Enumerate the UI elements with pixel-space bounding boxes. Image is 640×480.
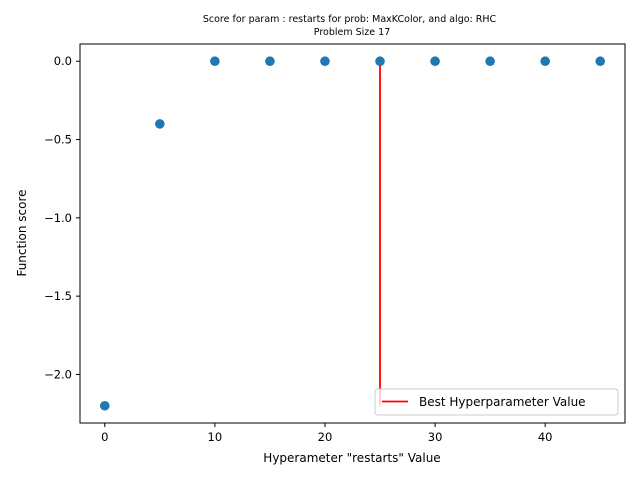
plot-frame bbox=[79, 43, 626, 424]
x-tick-label: 10 bbox=[208, 430, 223, 444]
y-tick-label: 0.0 bbox=[54, 54, 72, 68]
data-point bbox=[210, 56, 220, 67]
y-tick-label: −0.5 bbox=[44, 133, 72, 147]
data-point bbox=[320, 56, 330, 67]
x-tick-label: 30 bbox=[428, 430, 443, 444]
data-point bbox=[99, 400, 110, 411]
data-point bbox=[540, 56, 550, 67]
data-point bbox=[485, 56, 495, 67]
chart-title: Score for param : restarts for prob: Max… bbox=[203, 14, 497, 25]
data-point bbox=[375, 56, 385, 67]
data-point bbox=[430, 56, 440, 67]
chart-subtitle: Problem Size 17 bbox=[314, 27, 390, 38]
data-point bbox=[155, 119, 165, 129]
x-tick-label: 0 bbox=[101, 430, 108, 444]
y-axis-label: Function score bbox=[15, 189, 29, 276]
legend: Best Hyperparameter Value bbox=[374, 388, 619, 416]
legend-label: Best Hyperparameter Value bbox=[419, 395, 586, 409]
data-point bbox=[265, 56, 275, 67]
x-axis-label: Hyperameter "restarts" Value bbox=[263, 451, 440, 465]
x-tick-label: 20 bbox=[318, 430, 333, 444]
data-point bbox=[595, 56, 606, 67]
y-tick-label: −2.0 bbox=[44, 367, 72, 381]
y-tick-label: −1.5 bbox=[44, 289, 72, 303]
y-tick-label: −1.0 bbox=[44, 211, 72, 225]
legend-box bbox=[374, 388, 619, 416]
x-tick-label: 40 bbox=[538, 430, 553, 444]
